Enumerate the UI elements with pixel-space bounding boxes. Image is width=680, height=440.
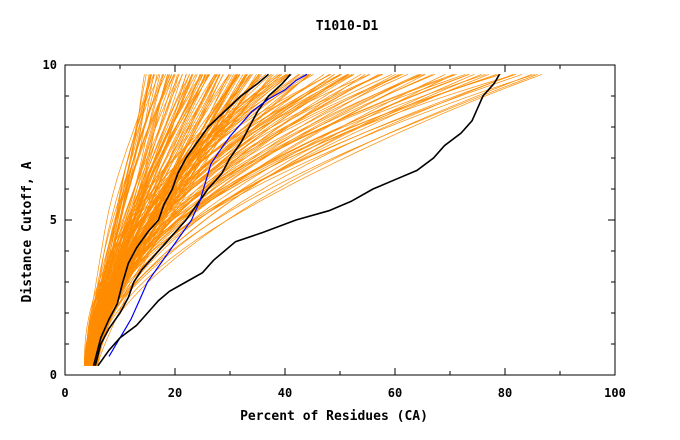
model-curve (90, 74, 366, 366)
model-curve (89, 73, 523, 366)
x-tick-label: 0 (61, 386, 68, 400)
model-curve (93, 74, 281, 366)
model-curve (85, 73, 370, 366)
chart-title: T1010-D1 (316, 19, 379, 34)
model-curve (86, 73, 501, 366)
y-axis-label: Distance Cutoff, A (20, 161, 35, 302)
x-axis-label: Percent of Residues (CA) (240, 409, 428, 424)
model-curve (86, 73, 539, 366)
model-curves-group (83, 73, 543, 366)
model-curve (87, 73, 516, 366)
highlight-curves-group (92, 73, 501, 367)
model-curve (96, 73, 482, 366)
tick-marks-group: 0 20 40 60 80 100 0 5 10 (43, 58, 626, 400)
series-line-4 (97, 73, 501, 367)
x-tick-label: 40 (278, 386, 292, 400)
model-curve (87, 73, 403, 366)
model-curve (94, 73, 543, 366)
x-tick-label: 100 (604, 386, 626, 400)
series-line-1 (92, 73, 270, 366)
x-tick-label: 20 (168, 386, 182, 400)
x-tick-label: 60 (388, 386, 402, 400)
y-tick-label: 10 (43, 58, 57, 72)
model-curve (85, 74, 293, 366)
model-curve (94, 73, 497, 366)
model-curve (84, 73, 536, 366)
model-curve (90, 73, 502, 366)
y-tick-label: 0 (50, 368, 57, 382)
series-line-2 (94, 73, 292, 366)
model-curve (86, 73, 393, 366)
model-curve (84, 74, 304, 366)
series-line-3 (108, 73, 308, 357)
x-tick-label: 80 (498, 386, 512, 400)
y-tick-label: 5 (50, 213, 57, 227)
model-curve (85, 73, 426, 366)
